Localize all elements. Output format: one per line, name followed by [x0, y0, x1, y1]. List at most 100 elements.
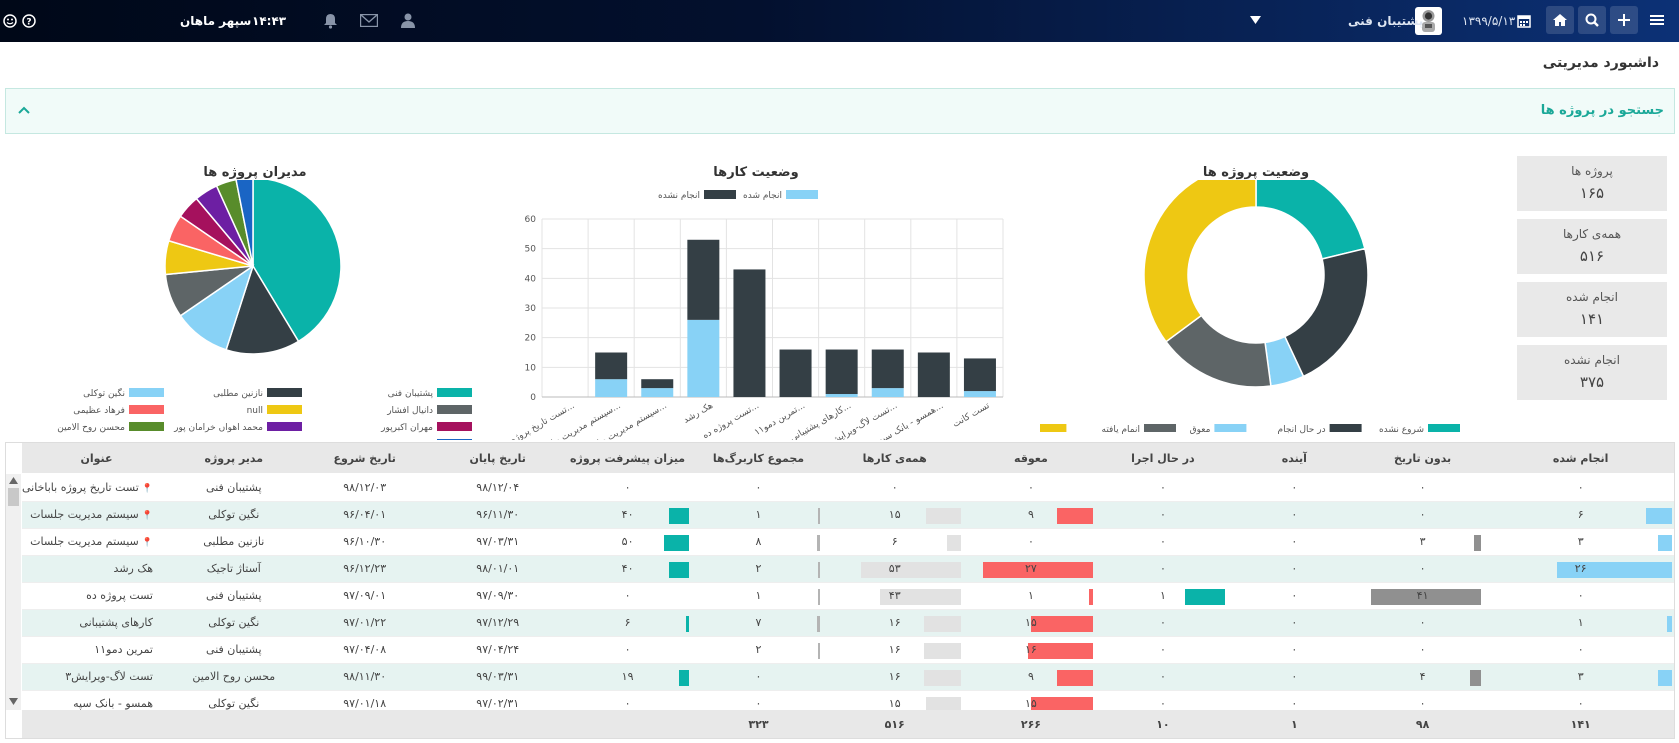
cell-title[interactable]: سیستم مدیریت جلسات 📍: [22, 501, 171, 529]
legend-swatch: [267, 388, 302, 397]
cell-value: ۰: [755, 480, 762, 494]
home-button[interactable]: [1546, 6, 1574, 34]
cell-bar: [1473, 534, 1482, 551]
column-header[interactable]: انجام شده: [1485, 443, 1674, 473]
page-title: داشبورد مدیریتی: [1542, 55, 1659, 71]
column-header[interactable]: مجموع کاربرگ‌ها: [692, 443, 825, 473]
cell-value: ۰: [1291, 670, 1298, 683]
cell-value: ۰: [1159, 508, 1166, 521]
donut-slice-4: [1143, 180, 1257, 343]
cell-future: ۰: [1228, 474, 1360, 502]
cell-value: ۰: [1027, 535, 1034, 548]
pin-icon: 📍: [141, 511, 153, 521]
table-row[interactable]: تست لاگ-ویرایش۳ محسن روح الامین ۹۸/۱۱/۳۰ ۹۹…: [22, 663, 1674, 691]
cell-title[interactable]: تست لاگ-ویرایش۳: [22, 663, 171, 691]
scroll-up-icon[interactable]: [9, 477, 18, 484]
cell-value: ۱: [1577, 616, 1584, 629]
table-row[interactable]: هک رشد آستاژ تاجیک ۹۶/۱۲/۲۳ ۹۸/۰۱/۰۱ ۴۰ ۲ ۵۳ ۲۷…: [22, 555, 1674, 583]
cell-end: ۹۶/۱۱/۳۰: [432, 501, 563, 529]
project-title-link[interactable]: همسو - بانک سپه: [73, 697, 153, 710]
project-title-link[interactable]: کارهای پشتیبانی: [79, 616, 153, 629]
menu-button[interactable]: [1643, 6, 1671, 34]
footer-cell: [297, 710, 433, 738]
y-tick-label: 50: [525, 245, 537, 255]
user-avatar[interactable]: [1415, 7, 1442, 35]
scroll-thumb[interactable]: [8, 488, 19, 506]
users-icon[interactable]: [400, 13, 417, 28]
cell-running: ۰: [1096, 501, 1229, 529]
project-title-link[interactable]: تست تاریخ پروژه باباخانی: [22, 480, 139, 494]
table-row[interactable]: سیستم مدیریت جلسات 📍 نگین توکلی ۹۶/۰۴/۰۱ ۹۶/…: [22, 501, 1674, 529]
legend-swatch: [786, 190, 818, 199]
cell-bar: [685, 615, 689, 632]
table-row[interactable]: سیستم مدیریت جلسات 📍 نازنین مطلبی ۹۶/۱۰/۳۰ ۹…: [22, 528, 1674, 556]
cell-future: ۰: [1228, 528, 1360, 556]
table-row[interactable]: تمرین دمو۱۱ پشتیبان فنی ۹۷/۰۴/۰۸ ۹۷/۰۴/۲۴ ۰ ۲…: [22, 636, 1674, 664]
cell-value: ۳: [1419, 535, 1426, 548]
project-title-link[interactable]: سیستم مدیریت جلسات: [30, 535, 139, 548]
column-header[interactable]: تاریخ پایان: [432, 443, 563, 473]
table-row[interactable]: تست تاریخ پروژه باباخانی 📍 پشتیبان فنی ۹۸/۱…: [22, 474, 1674, 502]
chevron-up-icon[interactable]: [15, 102, 33, 120]
bar-segment: [595, 379, 628, 397]
column-header[interactable]: در حال اجرا: [1096, 443, 1229, 473]
cell-future: ۰: [1228, 609, 1360, 637]
scroll-down-icon[interactable]: [9, 698, 18, 705]
project-title-link[interactable]: تست پروژه ده: [86, 589, 153, 602]
user-name[interactable]: پشتیبان فنی: [1348, 14, 1424, 28]
column-header[interactable]: بدون تاریخ: [1359, 443, 1486, 473]
column-header[interactable]: آینده: [1228, 443, 1360, 473]
mail-icon[interactable]: [360, 14, 378, 27]
cell-value: ۰: [1291, 589, 1298, 602]
cell-value: نازنین مطلبی: [203, 535, 265, 548]
cell-value: نگین توکلی: [208, 508, 260, 521]
alarm-bell-icon[interactable]: [322, 12, 339, 29]
help-icon[interactable]: ?: [22, 14, 36, 28]
project-title-link[interactable]: هک رشد: [113, 562, 153, 575]
legend-label: انجام نشده: [658, 191, 700, 201]
cell-title[interactable]: هک رشد: [22, 555, 171, 583]
cell-nodate: ۰: [1359, 555, 1486, 583]
project-title-link[interactable]: تست لاگ-ویرایش۳: [65, 670, 153, 683]
cell-title[interactable]: تمرین دمو۱۱: [22, 636, 171, 664]
cell-done: ۳: [1485, 528, 1674, 556]
project-title-link[interactable]: سیستم مدیریت جلسات: [30, 508, 139, 521]
table-row[interactable]: کارهای پشتیبانی نگین توکلی ۹۷/۰۱/۲۲ ۹۷/۱۲/۲…: [22, 609, 1674, 637]
column-header[interactable]: تاریخ شروع: [296, 443, 433, 473]
cell-title[interactable]: سیستم مدیریت جلسات 📍: [22, 528, 171, 556]
column-header[interactable]: میزان پیشرفت پروژه: [562, 443, 693, 473]
smiley-icon[interactable]: [3, 14, 17, 28]
table-scrollbar[interactable]: [6, 474, 21, 710]
search-panel[interactable]: جستجو در پروژه ها: [5, 88, 1675, 134]
search-button[interactable]: [1578, 6, 1606, 34]
cell-value: ۰: [1419, 697, 1426, 710]
search-panel-title[interactable]: جستجو در پروژه ها: [1540, 103, 1664, 118]
bar-segment: [641, 379, 674, 389]
column-header[interactable]: معوقه: [964, 443, 1097, 473]
caret-down-icon[interactable]: [1250, 16, 1261, 25]
column-header[interactable]: مدیر پروژه: [171, 443, 297, 473]
cell-value: نگین توکلی: [208, 616, 260, 629]
cell-title[interactable]: کارهای پشتیبانی: [22, 609, 171, 637]
cell-title[interactable]: تست تاریخ پروژه باباخانی 📍: [22, 474, 171, 502]
column-header[interactable]: همه‌ی کارها: [824, 443, 965, 473]
table-row[interactable]: تست پروژه ده پشتیبان فنی ۹۷/۰۹/۰۱ ۹۷/۰۹/۳۰ ۰…: [22, 582, 1674, 610]
cell-value: ۹: [1027, 670, 1034, 683]
cell-title[interactable]: تست پروژه ده: [22, 582, 171, 610]
cell-value: پشتیبان فنی: [206, 480, 262, 494]
cell-all: ۱۶: [824, 663, 965, 691]
cell-value: ۹۶/۱۱/۳۰: [476, 508, 520, 521]
legend-label: انمام یافته: [1102, 425, 1140, 435]
cell-manager: نگین توکلی: [171, 501, 297, 529]
project-title-link[interactable]: تمرین دمو۱۱: [94, 643, 153, 656]
cell-value: ۰: [1159, 562, 1166, 575]
total-all: ۵۱۶: [884, 717, 905, 731]
add-button[interactable]: [1610, 6, 1638, 34]
legend-swatch: [1428, 424, 1460, 432]
cell-bar: [818, 561, 821, 578]
column-header[interactable]: عنوان: [22, 443, 171, 473]
cell-overdue: ۹: [964, 663, 1097, 691]
cell-nodate: ۰: [1359, 501, 1486, 529]
pie-slice-1: [225, 264, 300, 355]
cell-bar: [818, 588, 821, 605]
